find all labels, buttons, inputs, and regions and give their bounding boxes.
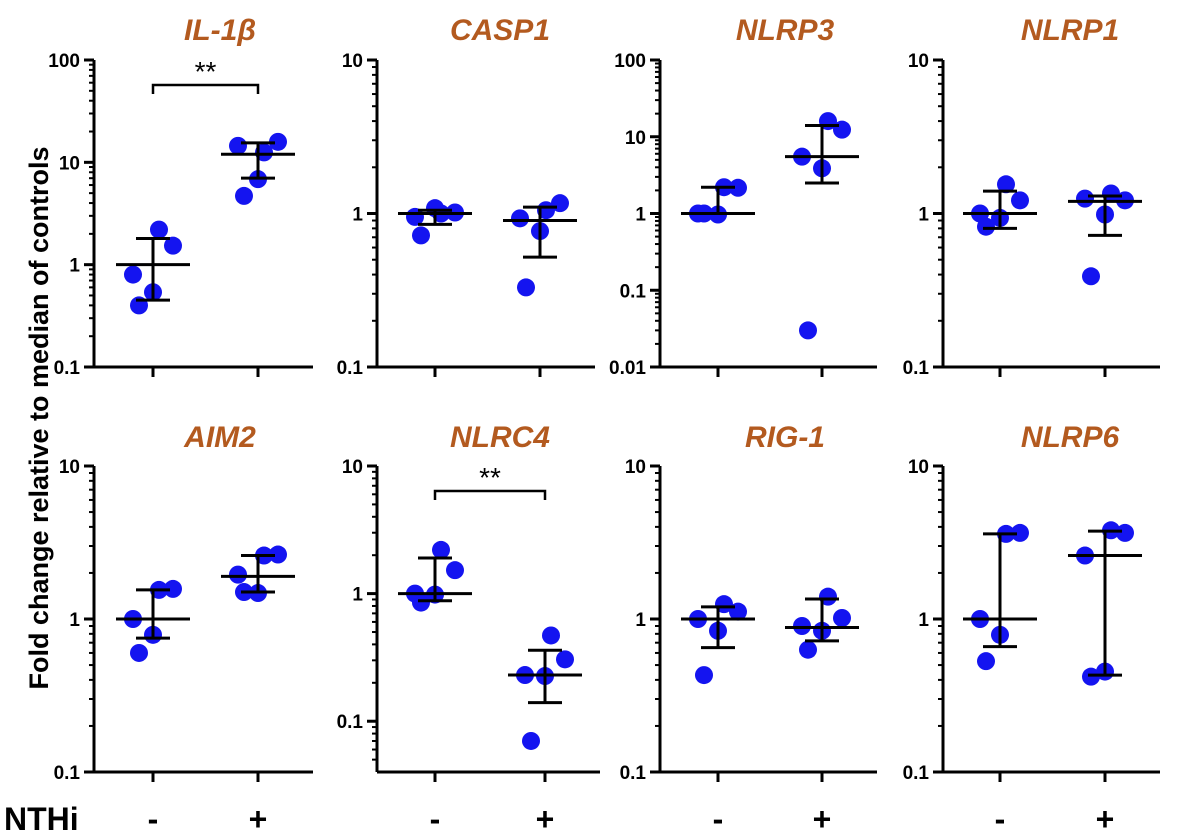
data-point — [432, 540, 450, 559]
data-point — [130, 643, 148, 662]
data-point — [412, 593, 430, 612]
data-point — [1116, 523, 1134, 542]
data-point — [551, 194, 569, 213]
panel-nlrc4: NLRC4 10 1 0.1 - + ** — [337, 421, 600, 833]
panel-aim2: AIM2 10 1 0.1 - + — [54, 421, 313, 833]
data-point — [695, 666, 713, 685]
panel-title: AIM2 — [183, 421, 256, 454]
data-point — [1011, 523, 1029, 542]
significance-bracket — [151, 83, 260, 94]
y-tick-label: 0.1 — [620, 763, 647, 784]
data-point — [833, 120, 851, 139]
panel-nlrp3: NLRP3 100 10 1 0.1 0.01 — [609, 14, 877, 379]
y-axis-label: Fold change relative to median of contro… — [24, 146, 54, 689]
y-tick-label: 1 — [918, 205, 929, 226]
data-point — [1082, 667, 1100, 686]
y-tick-label: 1 — [635, 205, 646, 226]
x-tick-label: + — [536, 801, 555, 833]
y-tick-label: 10 — [625, 128, 646, 149]
x-tick-label: - — [995, 801, 1006, 833]
panel-title: NLRP3 — [736, 14, 835, 47]
data-point — [542, 626, 560, 645]
data-point — [124, 265, 142, 284]
panel-title: CASP1 — [450, 14, 550, 47]
data-point — [269, 545, 287, 564]
data-point — [511, 209, 529, 228]
panel-il-1-: IL-1β 100 10 1 0.1 ** — [48, 14, 313, 379]
data-point — [799, 640, 817, 659]
y-tick-label: 1 — [69, 256, 80, 277]
panel-nlrp6: NLRP6 10 1 0.1 - + — [903, 421, 1160, 833]
data-point — [833, 609, 851, 627]
data-point — [164, 236, 182, 255]
data-point — [556, 650, 574, 669]
data-point — [150, 220, 168, 239]
data-point — [799, 321, 817, 340]
data-point — [412, 226, 430, 245]
y-tick-label: 0.1 — [337, 712, 364, 733]
data-point — [522, 731, 540, 750]
significance-label: ** — [195, 56, 217, 87]
data-point — [977, 652, 995, 671]
data-point — [229, 565, 247, 584]
data-point — [164, 579, 182, 598]
data-point — [229, 136, 247, 155]
x-tick-label: + — [1096, 801, 1115, 833]
y-tick-label: 0.1 — [903, 358, 930, 379]
data-point — [269, 132, 287, 151]
panel-title: NLRP6 — [1021, 421, 1120, 454]
y-tick-label: 10 — [342, 51, 363, 72]
panel-title: RIG-1 — [745, 421, 825, 454]
y-tick-label: 1 — [352, 205, 363, 226]
y-tick-label: 0.01 — [609, 358, 646, 379]
y-tick-label: 1 — [918, 610, 929, 631]
x-tick-label: + — [813, 801, 832, 833]
panel-title: NLRC4 — [450, 421, 550, 454]
y-tick-label: 10 — [59, 457, 80, 478]
data-point — [977, 217, 995, 236]
panel-nlrp1: NLRP1 10 1 0.1 — [903, 14, 1160, 379]
significance-bracket — [433, 489, 547, 500]
x-tick-label: - — [713, 801, 724, 833]
y-tick-label: 10 — [342, 457, 363, 478]
data-point — [1011, 191, 1029, 210]
x-axis-label: NTHi — [4, 801, 79, 833]
y-tick-label: 0.1 — [54, 358, 81, 379]
y-tick-label: 10 — [908, 457, 929, 478]
y-tick-label: 0.1 — [337, 358, 364, 379]
x-tick-label: - — [430, 801, 441, 833]
panel-title: NLRP1 — [1021, 14, 1119, 47]
data-point — [235, 186, 253, 205]
panel-title: IL-1β — [184, 14, 256, 47]
data-point — [1076, 189, 1094, 208]
panel-casp1: CASP1 10 1 0.1 — [337, 14, 595, 379]
y-tick-label: 0.1 — [903, 763, 930, 784]
y-tick-label: 1 — [635, 610, 646, 631]
y-tick-label: 100 — [614, 51, 646, 72]
y-tick-label: 0.1 — [620, 281, 647, 302]
y-tick-label: 0.1 — [54, 763, 81, 784]
y-tick-label: 10 — [908, 51, 929, 72]
data-point — [517, 278, 535, 297]
data-point — [1082, 267, 1100, 286]
x-tick-label: + — [249, 801, 268, 833]
y-tick-label: 1 — [69, 610, 80, 631]
y-tick-label: 10 — [59, 153, 80, 174]
x-tick-label: - — [148, 801, 159, 833]
y-tick-label: 10 — [625, 457, 646, 478]
data-point — [997, 175, 1015, 194]
panel-rig-1: RIG-1 10 1 0.1 - + — [620, 421, 877, 833]
data-point — [446, 561, 464, 580]
y-tick-label: 100 — [48, 51, 80, 72]
significance-label: ** — [479, 462, 501, 493]
data-point — [729, 178, 747, 197]
y-tick-label: 1 — [352, 585, 363, 606]
